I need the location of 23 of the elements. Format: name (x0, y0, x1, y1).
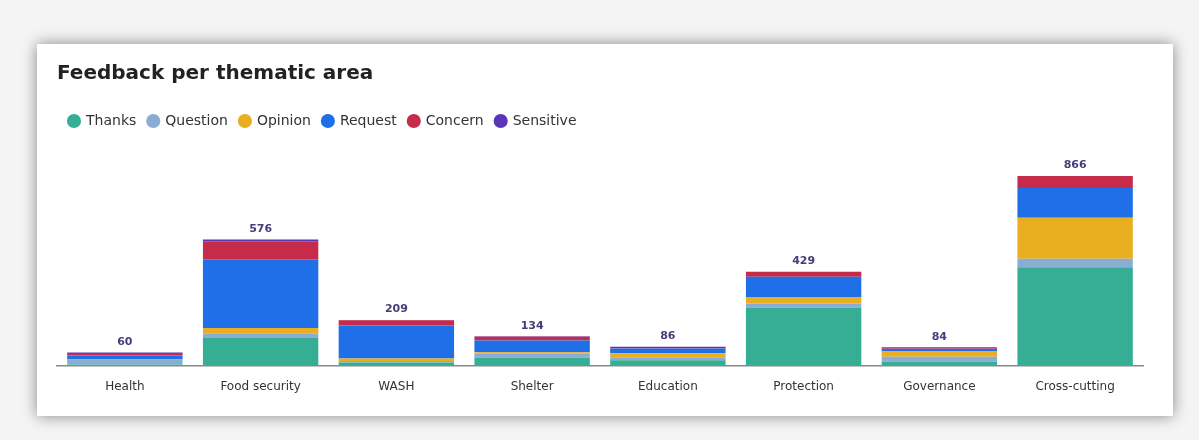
legend-label: Concern (425, 111, 484, 128)
x-tick-label: Shelter (510, 378, 554, 393)
x-tick-label: Cross-cutting (1035, 378, 1115, 393)
legend-label: Sensitive (512, 111, 577, 128)
annotation: 84 (931, 329, 948, 343)
annotation: 134 (520, 318, 544, 332)
annotation: 60 (117, 334, 133, 348)
chart-title: Feedback per thematic area (57, 60, 374, 85)
x-tick-label: Protection (773, 378, 834, 393)
annotation: 209 (384, 302, 408, 316)
legend-label: Opinion (256, 111, 311, 128)
x-tick-label: Food security (220, 378, 301, 393)
annotation: 429 (792, 254, 816, 268)
annotation: 86 (660, 329, 676, 343)
x-tick-label: Governance (903, 378, 976, 393)
annotation: 866 (1063, 158, 1087, 172)
x-tick-label: Health (105, 378, 145, 393)
legend-label: Question (165, 111, 228, 128)
legend-label: Thanks (85, 111, 137, 128)
annotation: 576 (249, 221, 273, 235)
legend-label: Request (339, 111, 398, 128)
x-tick-label: Education (638, 378, 698, 393)
x-tick-label: WASH (378, 378, 415, 393)
